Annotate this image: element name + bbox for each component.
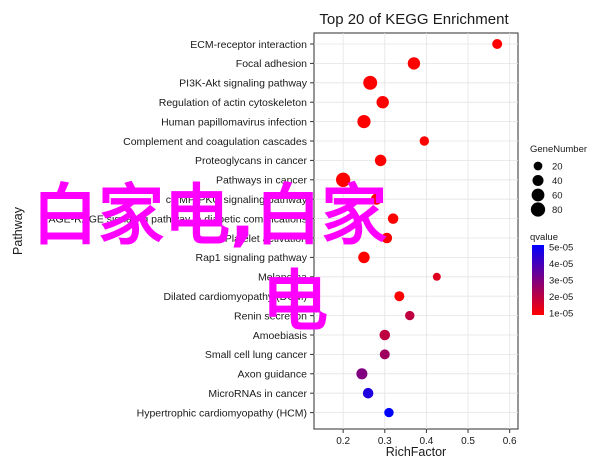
x-tick-label: 0.5 [461, 436, 475, 447]
y-tick-label: Renin secretion [234, 310, 307, 322]
data-point [394, 291, 405, 302]
y-tick-label: Dilated cardiomyopathy (DCM) [163, 291, 307, 303]
data-point [376, 96, 389, 109]
y-tick-label: AGE-RAGE signaling pathway in diabetic c… [48, 213, 307, 225]
data-point [358, 251, 370, 264]
y-tick-label: Pathways in cancer [216, 175, 308, 187]
y-tick-label: Rap1 signaling pathway [196, 252, 308, 264]
data-point [432, 272, 441, 281]
y-tick-label: Amoebiasis [253, 330, 307, 342]
y-tick-label: MicroRNAs in cancer [208, 388, 307, 400]
y-tick-label: Hypertrophic cardiomyopathy (HCM) [137, 407, 307, 419]
y-tick-label: Focal adhesion [236, 58, 307, 70]
data-point [356, 368, 368, 380]
data-point [405, 310, 415, 321]
data-point [335, 172, 351, 187]
y-tick-label: Proteoglycans in cancer [195, 155, 308, 167]
plot-panel [313, 32, 519, 430]
data-point [379, 349, 390, 360]
color-legend-title: qvalue [530, 232, 558, 243]
watermark: 白家电,白家 电 [32, 177, 387, 340]
y-axis: ECM-receptor interaction Focal adhesion PI… [48, 39, 314, 419]
data-points [335, 39, 503, 418]
colorbar-label: 2e-05 [549, 292, 573, 303]
data-point [384, 407, 394, 418]
data-point [362, 387, 374, 399]
size-legend-label: 40 [552, 176, 563, 187]
size-legend-label: 80 [552, 205, 563, 216]
y-tick-label: Melanoma [258, 272, 307, 284]
y-tick-label: Small cell lung cancer [205, 349, 308, 361]
data-point [492, 39, 503, 49]
y-axis-label: Pathway [11, 206, 25, 255]
x-tick-label: 0.4 [419, 436, 433, 447]
colorbar-label: 3e-05 [549, 276, 573, 287]
x-axis-label: RichFactor [386, 445, 446, 459]
y-tick-label: Axon guidance [238, 369, 308, 381]
qvalue-colorbar [532, 245, 544, 315]
data-point [381, 232, 393, 244]
colorbar-label: 1e-05 [549, 309, 573, 320]
color-legend: qvalue 5e-05 4e-05 3e-05 2e-05 1e-05 [530, 232, 573, 320]
size-legend-dot [532, 174, 544, 187]
data-point [363, 75, 378, 90]
size-legend-title: GeneNumber [530, 144, 587, 155]
size-legend-label: 20 [552, 162, 563, 173]
y-tick-label: cGMP-PKG signaling pathway [166, 194, 308, 206]
watermark-line-1: 白家电,白家 [32, 177, 387, 254]
colorbar-label: 5e-05 [549, 243, 573, 254]
watermark-line-2: 电 [262, 263, 328, 340]
data-point [374, 154, 387, 167]
size-legend-label: 60 [552, 191, 563, 202]
y-tick-label: Human papillomavirus infection [161, 116, 307, 128]
y-tick-label: Platelet activation [225, 233, 307, 245]
x-axis: 0.2 0.3 0.4 0.5 0.6 [336, 429, 517, 447]
chart-title: Top 20 of KEGG Enrichment [319, 11, 509, 28]
y-tick-label: Complement and coagulation cascades [123, 136, 307, 148]
x-tick-label: 0.3 [378, 436, 392, 447]
y-tick-label: ECM-receptor interaction [190, 39, 307, 51]
data-point [379, 329, 391, 341]
x-tick-label: 0.6 [503, 436, 517, 447]
x-tick-label: 0.2 [336, 436, 350, 447]
size-legend-dot [531, 188, 545, 202]
data-point [370, 193, 382, 205]
size-legend-dot [530, 202, 546, 217]
size-legend-dot [533, 161, 543, 171]
colorbar-label: 4e-05 [549, 259, 573, 270]
size-legend: GeneNumber 20 40 60 80 [530, 144, 587, 217]
grid-lines [314, 33, 518, 429]
data-point [387, 213, 399, 224]
data-point [407, 57, 421, 70]
y-tick-label: PI3K-Akt signaling pathway [179, 78, 308, 90]
data-point [357, 115, 371, 129]
data-point [419, 136, 430, 146]
y-tick-label: Regulation of actin cytoskeleton [159, 97, 307, 109]
